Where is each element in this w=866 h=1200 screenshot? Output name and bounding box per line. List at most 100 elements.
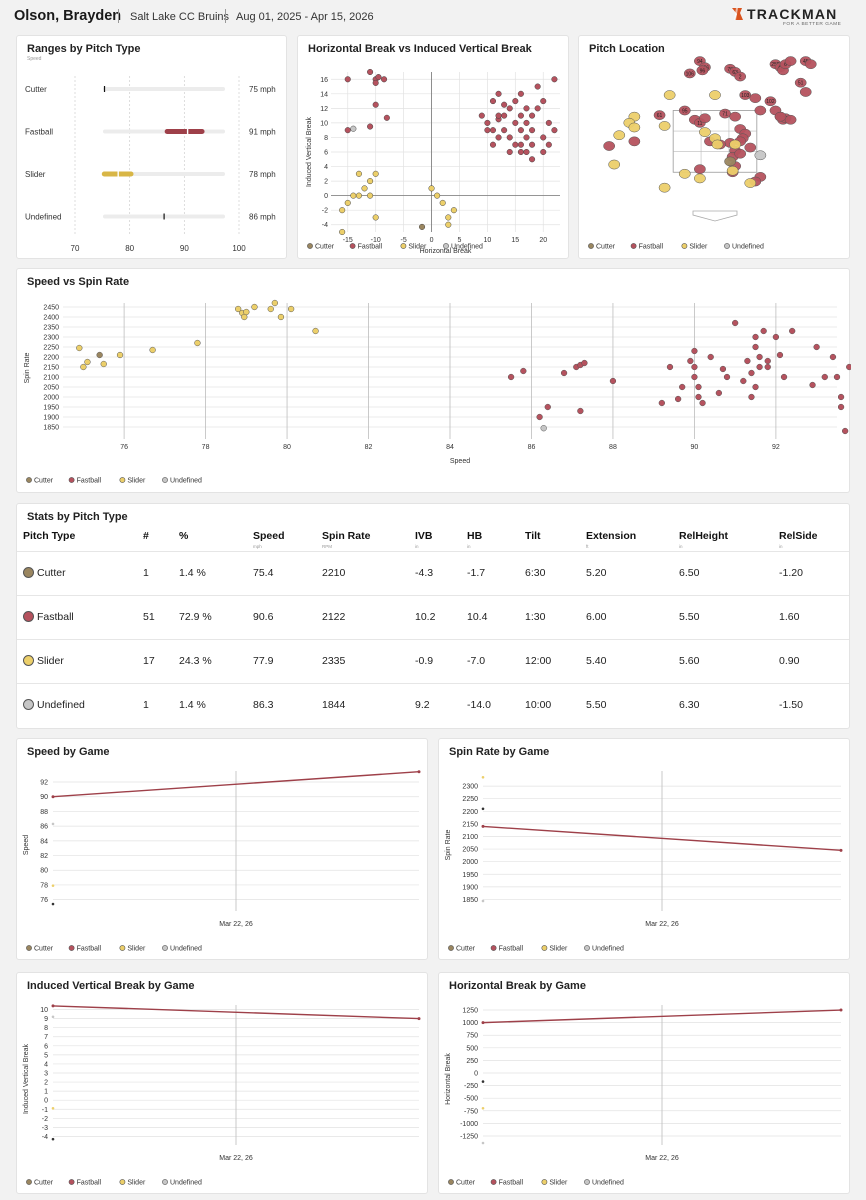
ss-point-cutter [96, 351, 103, 359]
ss-xtick: 88 [609, 444, 617, 451]
ss-point-fastball [829, 353, 837, 361]
legend-label-slider: Slider [127, 478, 146, 485]
game-ytick: 4 [44, 1061, 48, 1068]
location-point-slider [711, 139, 724, 150]
location-point-label: 51 [798, 81, 804, 87]
break-point-slider [344, 199, 351, 206]
ss-point-fastball [691, 347, 698, 355]
break-point-fastball [523, 148, 530, 156]
ss-ytick: 2400 [43, 315, 59, 322]
speed-spin-title: Speed vs Spin Rate [27, 276, 130, 288]
location-point-fastball [784, 114, 797, 125]
legend-dot-fastball [349, 243, 356, 249]
ss-point-fastball [707, 353, 714, 361]
break-point-fastball [495, 90, 502, 97]
location-point-label: 103 [741, 93, 750, 99]
pitch-swatch-undefined [23, 699, 34, 710]
location-point-slider [678, 168, 691, 179]
ss-ytick: 1950 [43, 405, 59, 412]
location-point-slider [694, 173, 706, 184]
ss-point-fastball [715, 389, 723, 397]
cell-relh: 6.50 [679, 567, 700, 579]
hb-game-title: Horizontal Break by Game [449, 980, 586, 992]
legend-label-slider: Slider [127, 1180, 146, 1187]
break-xtick: 10 [483, 237, 491, 244]
game-ytick: 250 [466, 1058, 478, 1065]
break-xtick: 5 [458, 237, 462, 244]
break-point-fastball [495, 134, 502, 141]
speed-spin-chart: 1850 1900 1950 2000 2050 2100 2150 2200 2250 2300… [24, 299, 851, 485]
col-header-relside: RelSide [779, 530, 818, 542]
location-point-label: 71 [722, 112, 728, 118]
game-ytick: -1 [42, 1107, 48, 1114]
player-name: Olson, Brayden [14, 8, 122, 24]
col-unit: RPM [322, 544, 332, 549]
location-point-fastball [653, 110, 666, 120]
ss-ytick: 2050 [43, 385, 59, 392]
legend-dot-cutter [448, 945, 454, 951]
game-point-fastball [481, 824, 485, 828]
spin-game-card: Spin Rate by Game 1850 1900 1950 2000 2050 21… [438, 738, 850, 960]
location-point-slider [658, 182, 671, 193]
break-point-fastball [529, 141, 536, 148]
speed-spin-card: Speed vs Spin Rate 1850 1900 1950 2000 2050 2… [16, 268, 851, 493]
cell-relh: 5.60 [679, 655, 700, 667]
location-point-fastball [794, 77, 807, 88]
location-point-slider [608, 159, 621, 170]
break-point-fastball [506, 148, 513, 156]
ss-point-fastball [577, 407, 584, 415]
game-xtick: Mar 22, 26 [645, 921, 679, 928]
ss-ylabel: Spin Rate [24, 353, 31, 384]
pitch-swatch-slider [23, 655, 34, 666]
ss-point-fastball [520, 367, 527, 375]
break-title: Horizontal Break vs Induced Vertical Bre… [308, 43, 532, 55]
ss-ytick: 2200 [43, 355, 59, 362]
break-point-fastball [383, 114, 390, 121]
cell-rels: 1.60 [779, 611, 800, 623]
game-ytick: 78 [40, 882, 48, 889]
break-ytick: 14 [320, 91, 328, 98]
game-ytick: 88 [40, 809, 48, 816]
cell-spin: 2335 [322, 655, 346, 667]
break-point-fastball [517, 112, 524, 119]
game-ytick: 82 [40, 853, 48, 860]
game-ytick: 2000 [462, 859, 478, 866]
col-header--: # [143, 530, 149, 542]
break-point-fastball [517, 90, 524, 97]
break-ytick: -4 [322, 222, 328, 229]
legend-label-fastball: Fastball [499, 1180, 524, 1187]
ss-point-slider [194, 339, 201, 347]
ss-ytick: 1850 [43, 425, 59, 432]
break-xtick: -15 [343, 237, 353, 244]
location-card: Pitch Location 9425696106706322554764551… [578, 35, 850, 259]
ss-point-fastball [507, 373, 515, 381]
break-point-fastball [501, 112, 508, 119]
break-ytick: 2 [324, 179, 328, 186]
location-point-fastball [694, 164, 706, 175]
speed-game-title: Speed by Game [27, 746, 110, 758]
location-point-fastball [734, 71, 747, 82]
break-ytick: 8 [324, 135, 328, 142]
table-row: Fastball 51 72.9 % 90.6 2122 10.2 10.4 1:30 6.00… [17, 595, 849, 639]
game-ytick: 0 [44, 1098, 48, 1105]
game-mark-undefined [481, 1141, 485, 1145]
break-point-fastball [506, 105, 513, 112]
break-point-fastball [489, 127, 497, 134]
break-point-fastball [529, 127, 536, 134]
ss-point-fastball [719, 365, 727, 373]
location-point-label: 106 [686, 71, 695, 77]
game-line-fastball [482, 1009, 842, 1024]
ss-xtick: 78 [202, 444, 210, 451]
break-point-fastball [501, 101, 508, 108]
col-header-pitch-type: Pitch Type [23, 530, 76, 542]
ss-point-fastball [695, 383, 702, 391]
break-xtick: 15 [511, 237, 519, 244]
game-xtick: Mar 22, 26 [645, 1155, 679, 1162]
game-ytick: 10 [40, 1007, 48, 1014]
cell-pct: 24.3 % [179, 655, 212, 667]
ss-ytick: 1900 [43, 415, 59, 422]
cell-type: Fastball [37, 611, 74, 623]
location-point-fastball [683, 68, 696, 79]
range-track-cutter [103, 87, 225, 91]
break-point-fastball [540, 148, 547, 156]
